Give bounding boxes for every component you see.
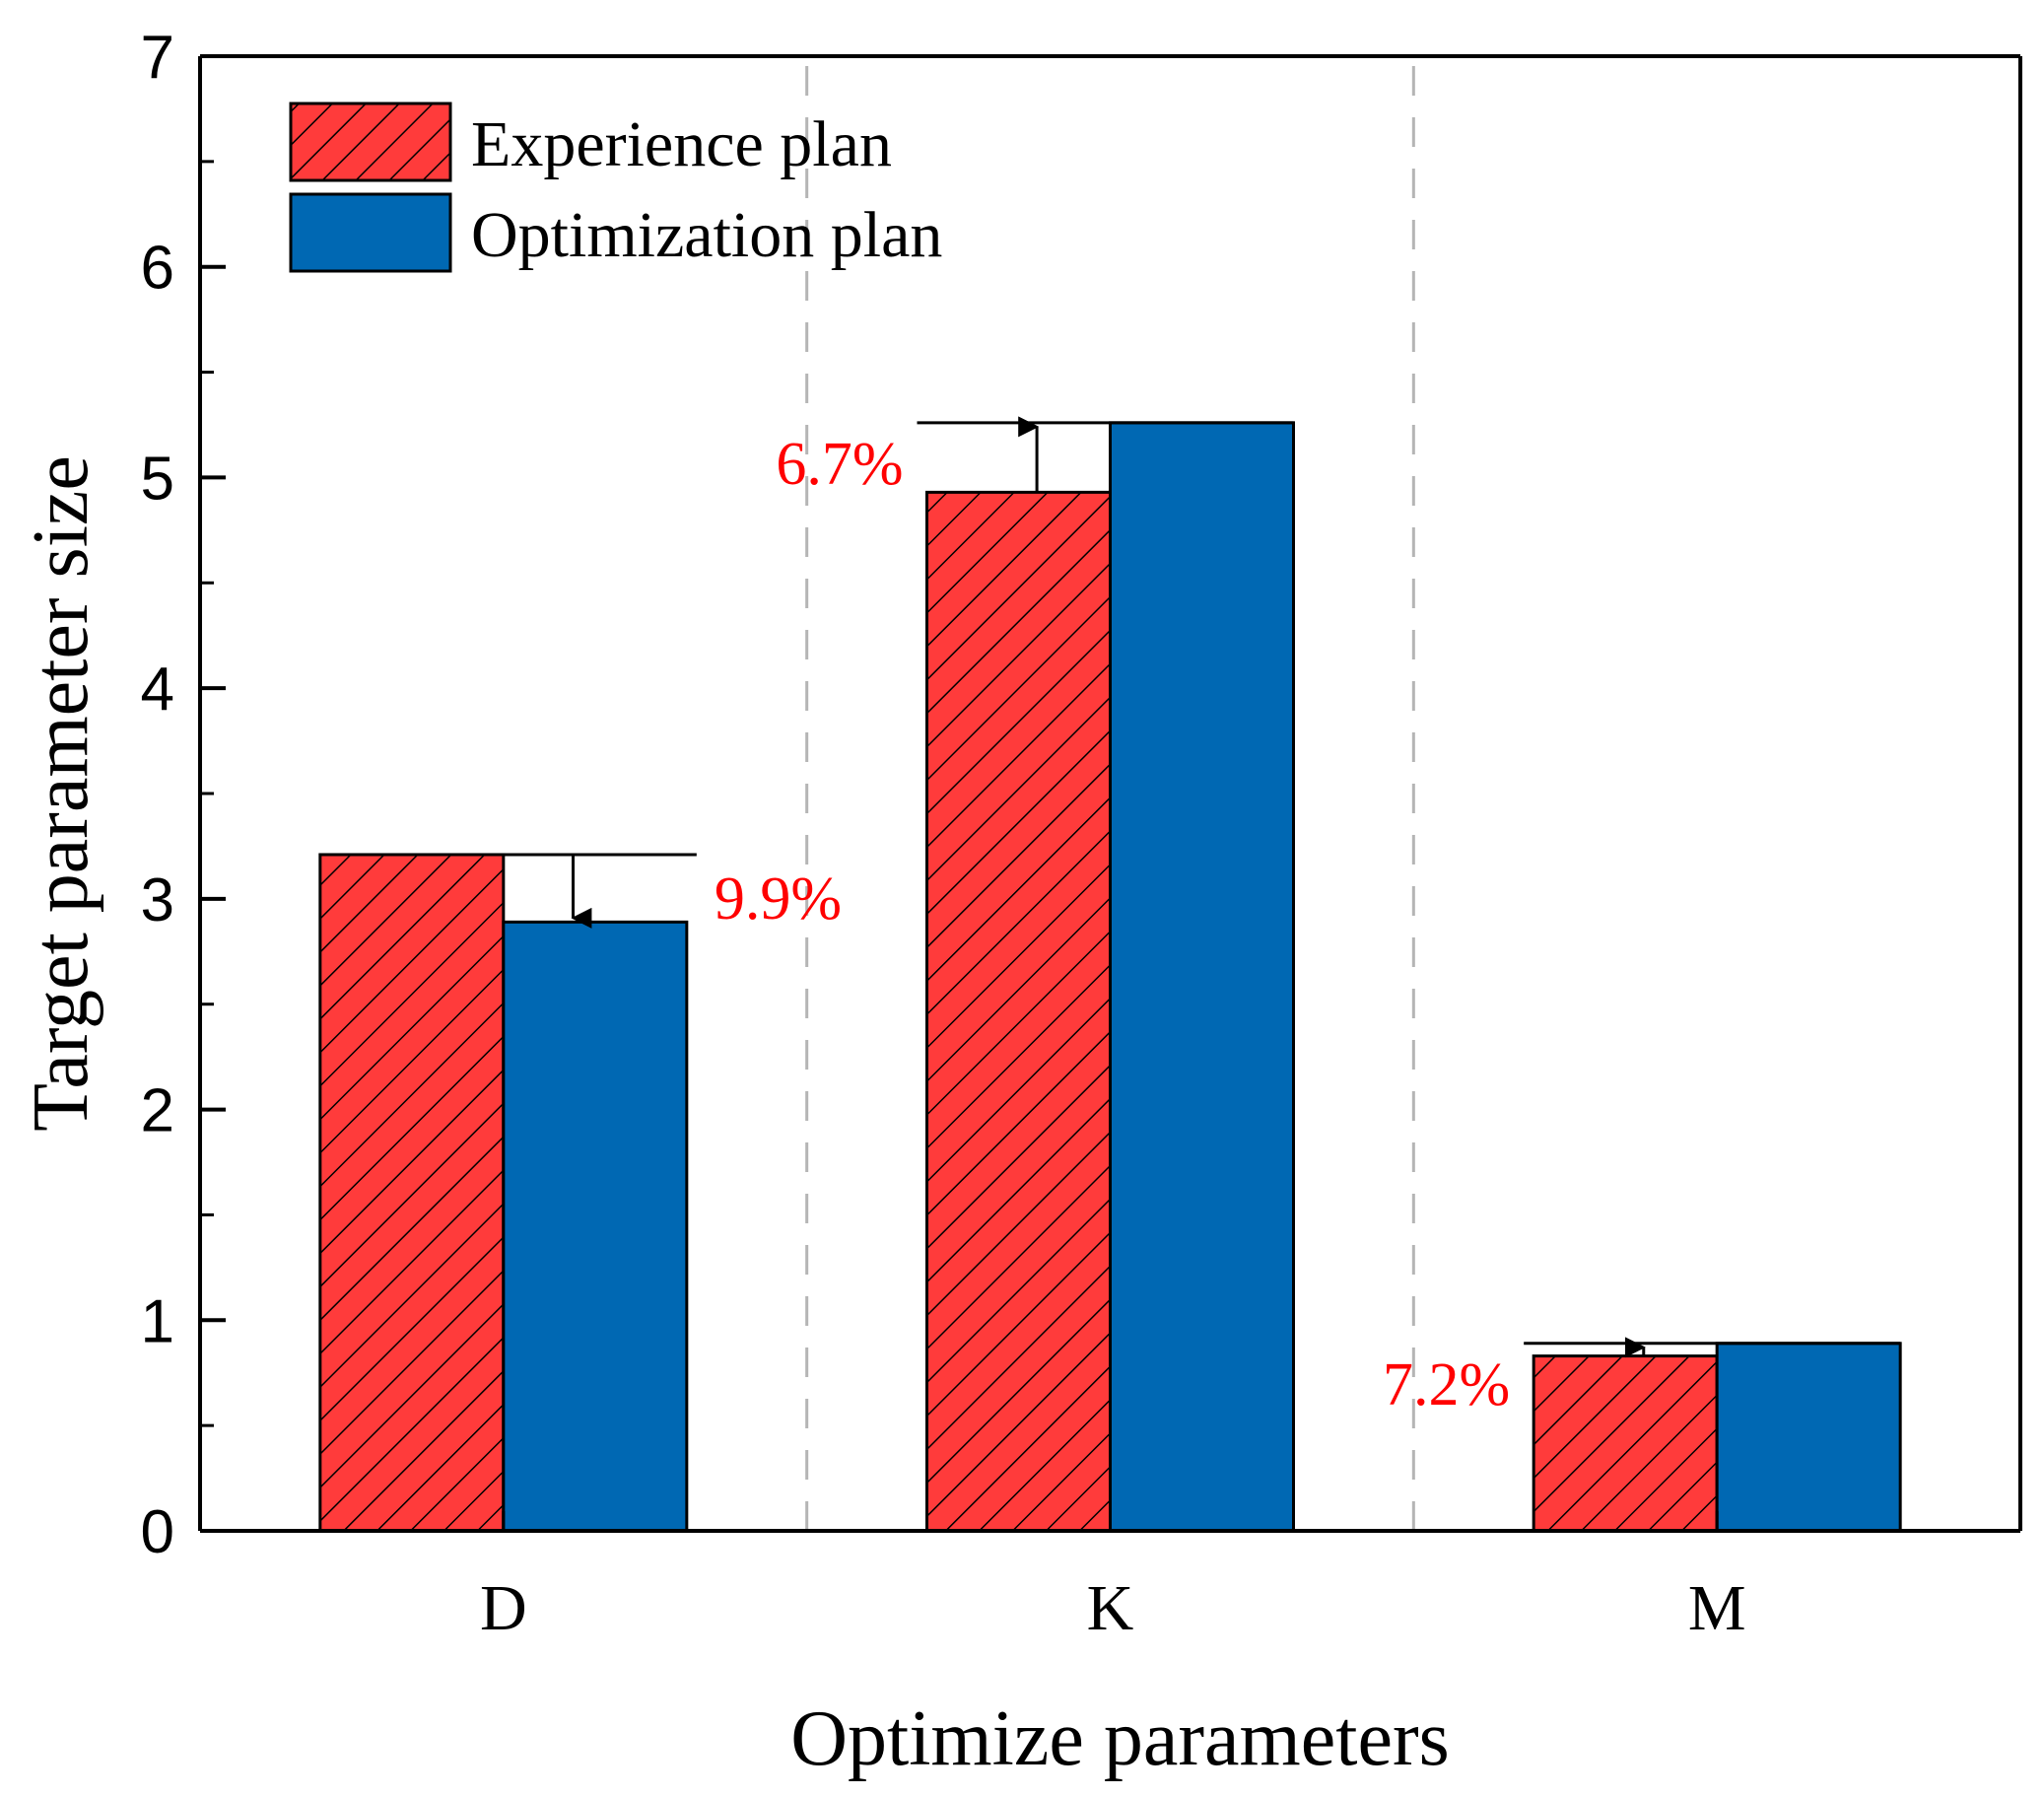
x-tick-label-d: D <box>480 1572 527 1644</box>
bar-optimization-plan-k <box>1109 421 1295 1533</box>
bar-optimization-plan-d <box>502 920 689 1533</box>
y-tick-label: 7 <box>141 24 174 92</box>
x-axis-title: Optimize parameters <box>790 1695 1450 1782</box>
annotation-percentage-label: 9.9% <box>715 865 842 933</box>
bar-experience-plan-m <box>1532 1354 1719 1533</box>
bar-experience-plan-d <box>318 853 506 1533</box>
category-separators <box>805 66 1415 1531</box>
y-tick-label: 1 <box>141 1287 174 1355</box>
y-tick-label: 4 <box>141 656 174 724</box>
bars <box>318 421 1902 1533</box>
annotation-d: 9.9% <box>319 853 842 933</box>
legend-swatch-optimization-plan <box>289 192 452 273</box>
annotation-m: 7.2% <box>1383 1337 1901 1418</box>
y-tick-label: 5 <box>141 445 174 513</box>
legend-label-optimization-plan: Optimization plan <box>471 199 942 271</box>
legend-label-experience-plan: Experience plan <box>471 108 892 180</box>
bar-experience-plan-k <box>925 490 1112 1533</box>
annotation-percentage-label: 6.7% <box>776 431 903 498</box>
y-tick-label: 3 <box>141 866 174 934</box>
annotation-percentage-label: 7.2% <box>1383 1351 1510 1418</box>
x-tick-label-k: K <box>1087 1572 1134 1644</box>
change-annotations: 9.9% 6.7% 7.2% <box>319 416 1901 1418</box>
x-tick-label-m: M <box>1688 1572 1746 1644</box>
y-axis-title: Target parameter size <box>18 455 104 1132</box>
y-tick-label: 6 <box>141 235 174 303</box>
axes: 0 1 2 3 4 5 6 7 D K M <box>141 24 2022 1644</box>
y-tick-label: 2 <box>141 1077 174 1145</box>
legend-swatch-experience-plan <box>289 102 452 182</box>
y-tick-label: 0 <box>141 1498 174 1566</box>
annotation-k: 6.7% <box>776 416 1294 498</box>
legend: Experience plan Optimization plan <box>289 102 942 273</box>
bar-optimization-plan-m <box>1715 1342 1902 1533</box>
